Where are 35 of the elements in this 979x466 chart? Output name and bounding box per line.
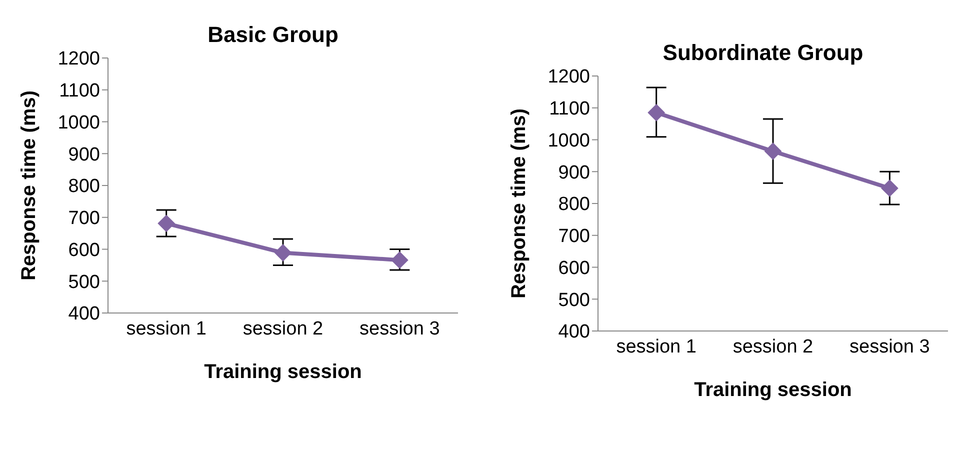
y-tick-label: 1100	[59, 80, 100, 102]
x-tick-label: session 1	[616, 336, 696, 358]
y-tick-label: 800	[68, 176, 100, 198]
y-tick-label: 600	[68, 240, 100, 261]
y-tick-label: 400	[558, 322, 590, 343]
y-tick-label: 900	[558, 162, 590, 184]
x-tick-label: session 2	[242, 318, 324, 340]
y-tick-label: 900	[68, 144, 100, 166]
y-tick-label: 1000	[58, 112, 100, 134]
y-tick-label: 500	[558, 290, 590, 311]
y-tick-label: 600	[558, 258, 590, 279]
y-axis-title: Response time (ms)	[508, 108, 530, 299]
x-tick-label: session 2	[732, 336, 814, 358]
point	[764, 142, 782, 160]
chart-title: Basic Group	[208, 22, 338, 48]
point	[158, 214, 175, 232]
point	[881, 180, 898, 197]
y-tick-label: 700	[68, 208, 100, 230]
x-axis-title: Training session	[204, 361, 362, 383]
y-axis-title: Response time (ms)	[18, 90, 40, 281]
point	[648, 104, 665, 122]
y-tick-label: 1000	[548, 130, 590, 152]
chart-title: Subordinate Group	[662, 40, 864, 66]
x-tick-label: session 1	[126, 318, 206, 340]
y-tick-label: 700	[558, 226, 590, 248]
x-tick-label: session 3	[850, 336, 930, 358]
y-tick-label: 1200	[548, 66, 590, 88]
x-tick-label: session 3	[360, 318, 440, 340]
y-tick-label: 500	[68, 272, 100, 293]
y-tick-label: 1200	[58, 48, 100, 70]
point	[274, 244, 292, 262]
y-tick-label: 800	[558, 194, 590, 216]
y-tick-label: 400	[68, 304, 100, 325]
x-axis-title: Training session	[694, 379, 852, 401]
y-tick-label: 1100	[549, 98, 590, 120]
